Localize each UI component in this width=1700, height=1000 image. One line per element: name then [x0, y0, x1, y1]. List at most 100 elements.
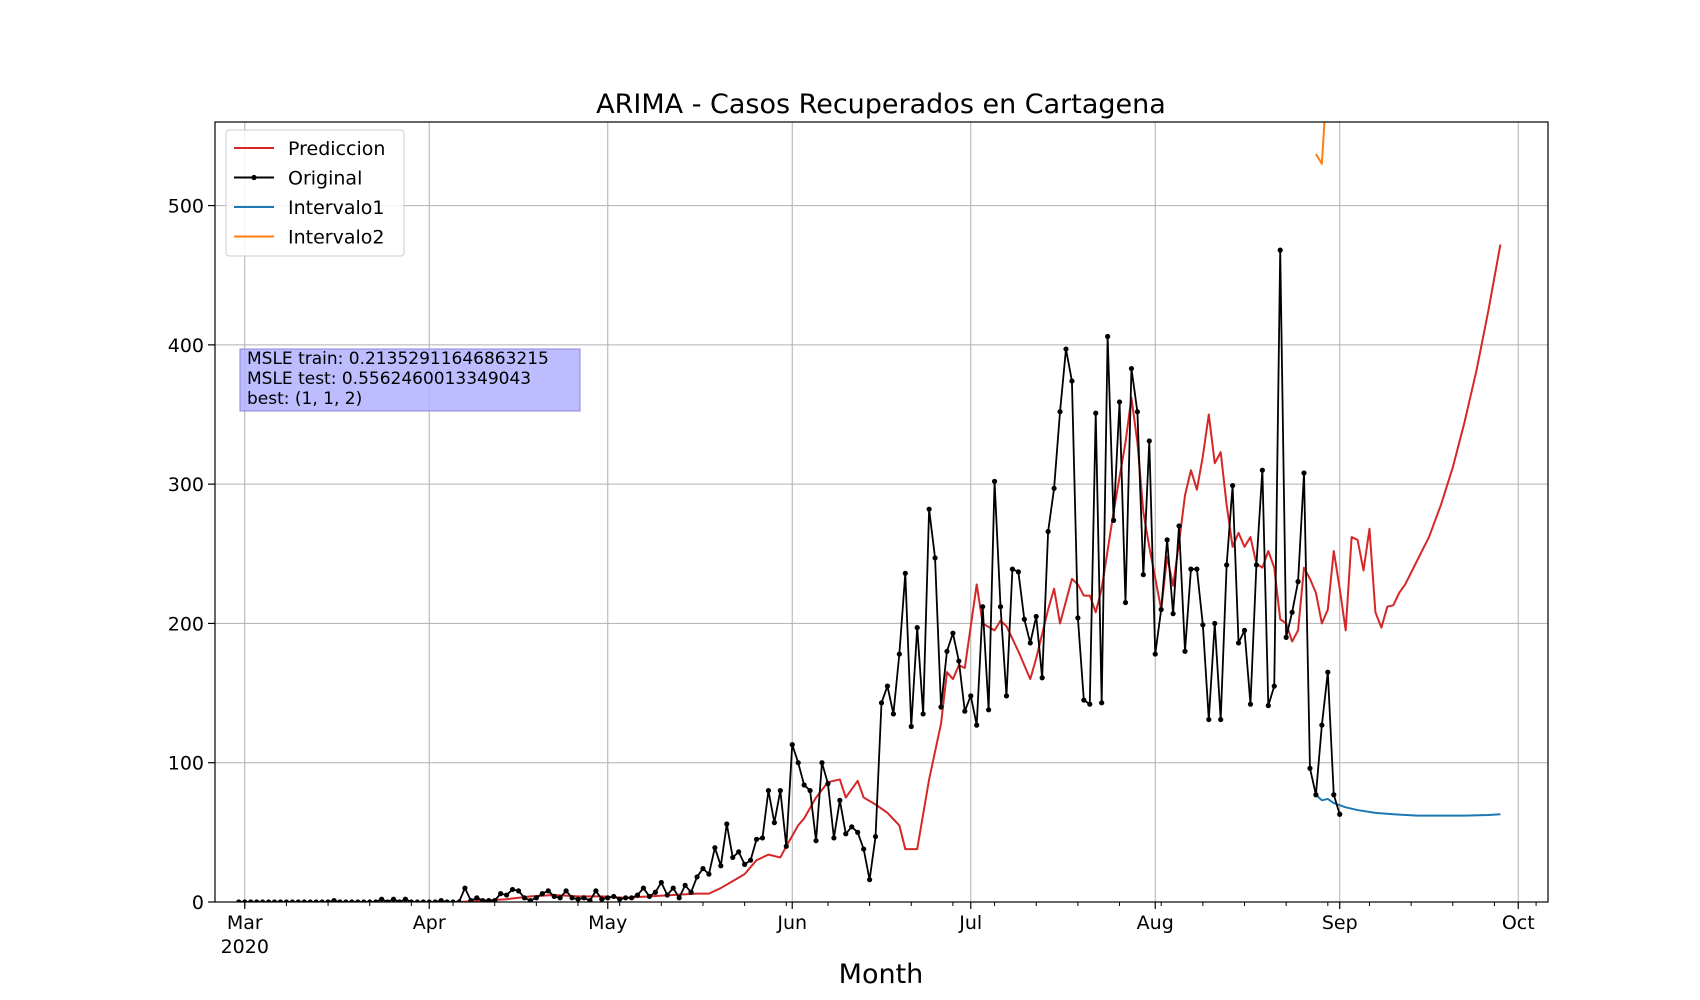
series-original-point: [325, 899, 331, 902]
series-original-point: [837, 797, 843, 803]
series-original-point: [361, 899, 367, 902]
annotation-line-2: MSLE test: 0.5562460013349043: [247, 369, 531, 389]
legend: Prediccion Original Intervalo1 Intervalo2: [225, 129, 405, 257]
series-original-point: [390, 896, 397, 902]
series-original-point: [795, 760, 801, 766]
series-original-point: [753, 836, 760, 842]
series-original-point: [890, 711, 897, 717]
series-original-point: [1105, 333, 1111, 340]
series-original-point: [730, 854, 736, 861]
series-original-point: [236, 899, 242, 902]
x-tick-label: Mar: [227, 912, 263, 934]
series-original-point: [1075, 615, 1081, 621]
series-original-point: [1015, 569, 1021, 575]
series-original-point: [438, 898, 444, 902]
series-original-point: [1093, 410, 1099, 416]
series-original-point: [515, 888, 522, 894]
series-original-point: [771, 820, 777, 826]
series-original-point: [492, 898, 498, 902]
series-original-point: [813, 838, 819, 844]
series-original-point: [277, 899, 284, 902]
series-original-point: [1081, 697, 1087, 703]
series-original-point: [634, 892, 641, 898]
series-original-point: [1158, 606, 1164, 613]
series-original-point: [950, 630, 956, 636]
series-original-point: [1116, 399, 1123, 405]
series-original-point: [783, 843, 789, 849]
series-layer: [236, 122, 1502, 902]
series-original-point: [1152, 651, 1158, 657]
annotation-line-1: MSLE train: 0.21352911646863215: [247, 349, 549, 369]
series-intervalo2-line: [1315, 122, 1326, 165]
series-original-point: [944, 648, 950, 654]
legend-label-original: Original: [288, 168, 362, 190]
series-original-point: [1170, 611, 1176, 617]
series-original-point: [1110, 517, 1117, 523]
series-original-point: [861, 846, 867, 852]
series-original-point: [920, 711, 926, 717]
series-original-point: [1301, 470, 1307, 476]
x-axis-label: Month: [839, 959, 924, 990]
series-original-point: [1039, 675, 1045, 681]
series-original-point: [1087, 701, 1093, 707]
y-tick-label: 0: [192, 892, 204, 914]
series-original-point: [533, 895, 539, 901]
series-original-point: [1063, 346, 1069, 352]
series-original-point: [1122, 599, 1129, 606]
series-original-point: [379, 896, 385, 902]
series-original-point: [831, 835, 837, 841]
series-original-point: [1188, 566, 1194, 572]
series-original-point: [1206, 716, 1212, 723]
x-tick-label: May: [588, 912, 627, 934]
series-original-point: [486, 898, 492, 902]
series-original-point: [289, 899, 295, 902]
legend-label-intervalo1: Intervalo1: [288, 197, 384, 219]
series-original-point: [295, 899, 301, 902]
series-original-point: [480, 898, 486, 902]
series-original-point: [974, 722, 980, 728]
annotation-box: [239, 348, 581, 412]
series-original-point: [623, 895, 629, 901]
series-original-point: [593, 888, 599, 894]
grid: [215, 122, 1548, 903]
series-original-point: [1319, 722, 1325, 728]
series-original-point: [700, 865, 706, 872]
series-original-point: [331, 898, 337, 902]
series-original-point: [1265, 703, 1271, 709]
series-original-point: [283, 899, 290, 902]
series-original-point: [1289, 609, 1295, 615]
legend-label-intervalo2: Intervalo2: [288, 227, 384, 249]
y-tick-label: 100: [168, 753, 204, 775]
series-original-point: [991, 478, 998, 484]
y-tick-label: 400: [168, 335, 204, 357]
series-original-point: [1128, 365, 1135, 372]
series-original-point: [1230, 482, 1236, 489]
series-original-point: [581, 895, 587, 901]
series-original-point: [1259, 467, 1265, 473]
series-original-point: [938, 704, 944, 710]
series-original-point: [1325, 669, 1331, 675]
series-original-point: [825, 781, 831, 787]
series-original-point: [694, 874, 700, 880]
series-original-point: [545, 888, 551, 894]
series-original-point: [736, 849, 742, 855]
series-original-point: [652, 889, 658, 895]
series-original-point: [867, 877, 873, 883]
series-original-point: [617, 896, 623, 902]
x-tick-label: Sep: [1322, 912, 1358, 934]
series-original-point: [509, 886, 516, 893]
series-original-point: [1140, 572, 1146, 578]
series-original-point: [742, 861, 748, 867]
series-original-point: [682, 882, 688, 888]
series-original-point: [628, 895, 635, 901]
series-original-point: [640, 885, 647, 891]
series-original-point: [551, 893, 557, 900]
series-original-point: [1051, 485, 1057, 491]
series-original-point: [575, 896, 581, 902]
series-original-point: [914, 625, 920, 631]
series-original-point: [962, 708, 968, 714]
series-original-point: [789, 742, 795, 748]
series-original-point: [254, 899, 260, 902]
legend-marker-original: [251, 174, 257, 181]
series-original-point: [349, 899, 355, 902]
